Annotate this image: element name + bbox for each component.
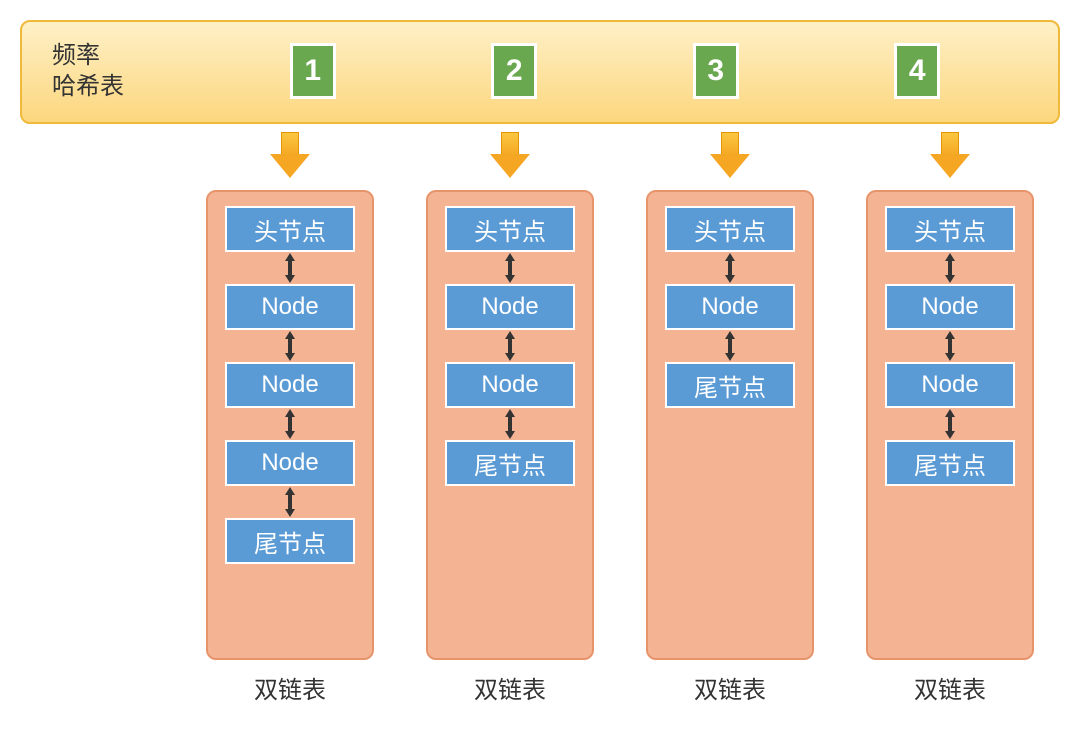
list-node: Node (885, 362, 1015, 408)
list-node: 头节点 (665, 206, 795, 252)
label-line1: 频率 (52, 40, 212, 71)
label-line2: 哈希表 (52, 71, 212, 102)
linked-list-box: 头节点 Node Node Node 尾节点 (206, 190, 374, 660)
bidirectional-arrow-icon (503, 252, 517, 284)
list-node: 尾节点 (665, 362, 795, 408)
frequency-box: 1 (290, 43, 336, 99)
linked-list-column: 头节点 Node 尾节点双链表 (630, 132, 830, 705)
list-caption: 双链表 (694, 670, 766, 705)
list-node: 尾节点 (445, 440, 575, 486)
list-caption: 双链表 (254, 670, 326, 705)
bidirectional-arrow-icon (943, 408, 957, 440)
frequency-box: 2 (491, 43, 537, 99)
list-node: 头节点 (445, 206, 575, 252)
bidirectional-arrow-icon (943, 252, 957, 284)
bidirectional-arrow-icon (283, 252, 297, 284)
list-node: Node (445, 284, 575, 330)
linked-list-column: 头节点 Node Node Node 尾节点双链表 (190, 132, 390, 705)
bidirectional-arrow-icon (943, 330, 957, 362)
bidirectional-arrow-icon (283, 408, 297, 440)
linked-list-column: 头节点 Node Node 尾节点双链表 (410, 132, 610, 705)
arrow-down-icon (930, 132, 970, 180)
list-caption: 双链表 (914, 670, 986, 705)
bidirectional-arrow-icon (723, 330, 737, 362)
list-node: Node (665, 284, 795, 330)
list-caption: 双链表 (474, 670, 546, 705)
list-node: 尾节点 (225, 518, 355, 564)
bidirectional-arrow-icon (283, 330, 297, 362)
list-node: 头节点 (225, 206, 355, 252)
list-node: Node (225, 362, 355, 408)
linked-list-box: 头节点 Node 尾节点 (646, 190, 814, 660)
bidirectional-arrow-icon (723, 252, 737, 284)
linked-list-columns: 头节点 Node Node Node 尾节点双链表头节点 Node Node 尾… (20, 132, 1060, 705)
bidirectional-arrow-icon (283, 486, 297, 518)
list-node: 尾节点 (885, 440, 1015, 486)
hash-table-label: 频率 哈希表 (52, 40, 212, 102)
list-node: Node (445, 362, 575, 408)
frequency-box: 3 (693, 43, 739, 99)
linked-list-box: 头节点 Node Node 尾节点 (426, 190, 594, 660)
list-node: 头节点 (885, 206, 1015, 252)
list-node: Node (225, 440, 355, 486)
list-node: Node (225, 284, 355, 330)
hash-table-header: 频率 哈希表 1 2 3 4 (20, 20, 1060, 124)
diagram-root: 频率 哈希表 1234 头节点 Node Node Node 尾节点双链表头节点… (20, 20, 1060, 705)
bidirectional-arrow-icon (503, 408, 517, 440)
linked-list-column: 头节点 Node Node 尾节点双链表 (850, 132, 1050, 705)
arrow-down-icon (270, 132, 310, 180)
linked-list-box: 头节点 Node Node 尾节点 (866, 190, 1034, 660)
arrow-down-icon (710, 132, 750, 180)
bidirectional-arrow-icon (503, 330, 517, 362)
frequency-box: 4 (894, 43, 940, 99)
arrow-down-icon (490, 132, 530, 180)
list-node: Node (885, 284, 1015, 330)
frequency-boxes-row: 1 2 3 4 (212, 43, 1038, 99)
